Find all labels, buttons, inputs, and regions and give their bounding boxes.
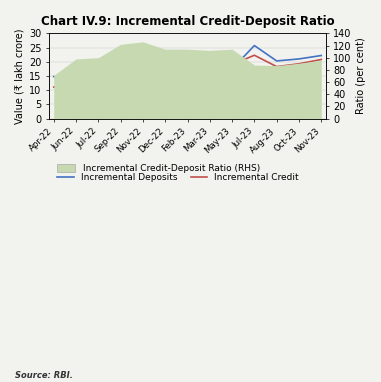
Text: Source: RBI.: Source: RBI. xyxy=(15,371,73,380)
Legend: Incremental Deposits, Incremental Credit: Incremental Deposits, Incremental Credit xyxy=(54,169,303,186)
Y-axis label: Ratio (per cent): Ratio (per cent) xyxy=(356,37,366,114)
Y-axis label: Value (₹ lakh crore): Value (₹ lakh crore) xyxy=(15,28,25,124)
Title: Chart IV.9: Incremental Credit-Deposit Ratio: Chart IV.9: Incremental Credit-Deposit R… xyxy=(41,15,334,28)
